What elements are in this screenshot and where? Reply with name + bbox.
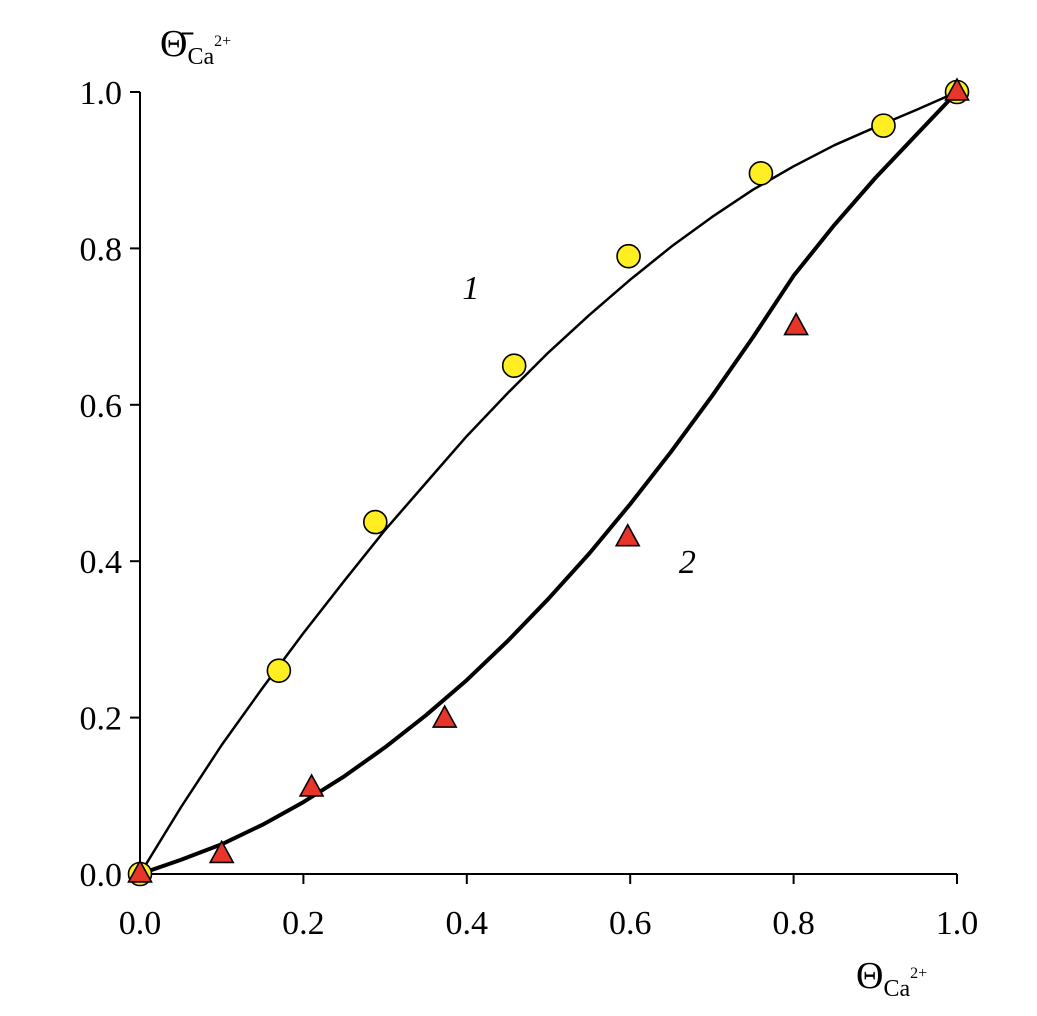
curve-label-1: 1	[462, 270, 479, 307]
y-tick-label: 0.8	[80, 231, 123, 268]
series-1-point	[266, 658, 292, 683]
y-tick-label: 1.0	[80, 75, 123, 112]
x-tick-label: 0.6	[609, 905, 652, 942]
curves	[138, 90, 959, 876]
series-1-point	[616, 243, 641, 269]
x-tick-label: 0.4	[446, 905, 489, 942]
x-axis-label: ΘCa2+	[856, 955, 927, 1002]
series-2-point	[208, 839, 235, 864]
markers	[127, 77, 970, 887]
x-tick-label: 1.0	[936, 905, 979, 942]
x-tick-label: 0.8	[772, 905, 815, 942]
series-2-curve	[139, 90, 959, 876]
y-axis-label: Θ̄Ca2+	[160, 23, 231, 70]
series-2-point	[298, 773, 325, 797]
x-tick-label: 0.2	[282, 905, 325, 942]
series-2-point	[431, 704, 458, 728]
x-tick-label: 0.0	[119, 905, 162, 942]
y-tick-label: 0.2	[80, 701, 123, 738]
y-tick-label: 0.6	[80, 388, 123, 425]
series-1-point	[748, 161, 774, 186]
series-1-curve	[138, 90, 958, 875]
labels: Θ̄Ca2+ ΘCa2+ 1 2	[160, 23, 927, 1002]
axes: 0.0 0.2 0.4 0.6 0.8 1.0 0.0 0.2 0.4 0.6 0.8 1.0	[80, 75, 979, 942]
series-2-point	[783, 311, 809, 336]
series-1-point	[501, 353, 527, 379]
series-1-point	[871, 113, 896, 138]
y-tick-label: 0.0	[80, 857, 123, 894]
y-tick-label: 0.4	[80, 544, 123, 581]
series-2-point	[614, 523, 641, 547]
curve-label-2: 2	[679, 544, 696, 581]
series-2-point	[944, 77, 970, 101]
series-1-point	[362, 509, 388, 535]
series-2-point	[127, 859, 153, 883]
